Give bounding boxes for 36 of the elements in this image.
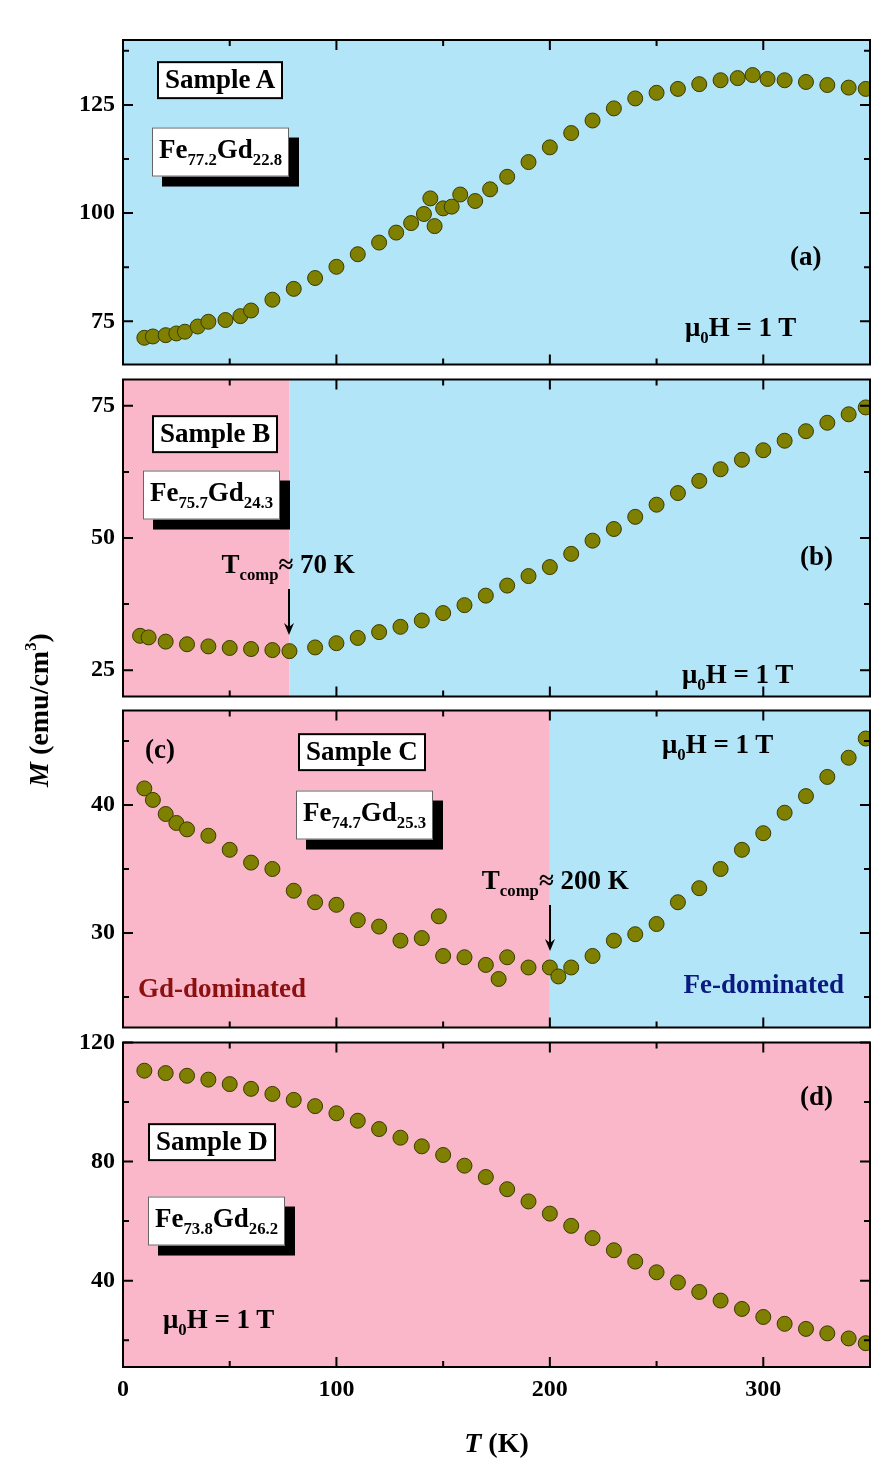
y-tick-label: 120 bbox=[79, 1027, 115, 1054]
annotation: Fe$_{75.7}$Gd$_{24.3}$ bbox=[143, 470, 281, 520]
annotation: Sample B bbox=[152, 415, 279, 454]
y-tick-label: 40 bbox=[91, 1265, 115, 1292]
y-tick-label: 125 bbox=[79, 90, 115, 117]
annotation: Sample D bbox=[148, 1123, 276, 1162]
y-tick-label: 75 bbox=[91, 306, 115, 333]
band-label: Fe-dominated bbox=[683, 968, 844, 999]
annotation: (b) bbox=[800, 541, 833, 573]
annotation: Fe$_{74.7}$Gd$_{25.3}$ bbox=[296, 790, 434, 840]
annotation: μ$_{0}$H = 1 T bbox=[163, 1303, 275, 1340]
x-tick-label: 100 bbox=[318, 1374, 355, 1401]
annotation: Fe$_{77.2}$Gd$_{22.8}$ bbox=[152, 127, 290, 177]
annotation: (c) bbox=[145, 734, 175, 766]
annotation: μ$_{0}$H = 1 T bbox=[685, 311, 797, 348]
annotation: μ$_{0}$H = 1 T bbox=[682, 658, 794, 695]
x-tick-label: 200 bbox=[531, 1374, 568, 1401]
x-tick-label: 300 bbox=[745, 1374, 782, 1401]
band-label: Gd-dominated bbox=[138, 972, 307, 1003]
y-tick-label: 25 bbox=[91, 655, 115, 682]
annotation: Sample A bbox=[157, 61, 284, 99]
annotation: (d) bbox=[800, 1081, 833, 1113]
y-tick-label: 75 bbox=[91, 391, 115, 418]
y-tick-label: 100 bbox=[79, 198, 115, 225]
annotation: μ$_{0}$H = 1 T bbox=[662, 728, 774, 765]
y-tick-label: 30 bbox=[91, 918, 115, 945]
annotation: (a) bbox=[790, 241, 822, 272]
annotation: T$_{comp}$≈ 70 K bbox=[221, 548, 355, 585]
annotation: Fe$_{73.8}$Gd$_{26.2}$ bbox=[148, 1196, 286, 1246]
y-tick-label: 40 bbox=[91, 790, 115, 817]
x-axis-title: T (K) bbox=[464, 1427, 529, 1459]
annotation: Sample C bbox=[298, 733, 426, 772]
x-tick-label: 0 bbox=[117, 1374, 129, 1401]
annotation: T$_{comp}$≈ 200 K bbox=[481, 865, 629, 901]
y-tick-label: 80 bbox=[91, 1146, 115, 1173]
y-tick-label: 50 bbox=[91, 523, 115, 550]
